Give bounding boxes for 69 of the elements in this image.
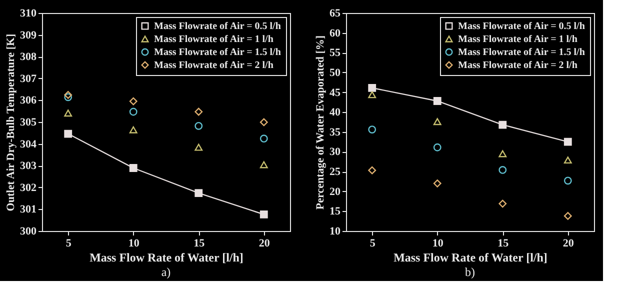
- y-tick-label: 310: [20, 8, 37, 20]
- point: [433, 143, 442, 152]
- y-tick-label: 300: [20, 226, 37, 238]
- y-tick-label: 303: [20, 160, 37, 172]
- y-tick-label: 55: [330, 47, 341, 60]
- y-tick-label: 309: [20, 29, 37, 42]
- text: b): [465, 265, 475, 279]
- point: [129, 108, 138, 116]
- y-tick-label: 15: [330, 206, 341, 218]
- x-tick-label: 5: [66, 238, 72, 250]
- point: [498, 200, 507, 208]
- legend-label: Mass Flowrate of Air = 0.5 l/h: [154, 21, 282, 32]
- y-axis-title: Percentage of Water Evaporated [%]: [314, 35, 326, 210]
- x-tick-label: 15: [498, 238, 510, 250]
- y-tick-label: 305: [20, 116, 37, 128]
- y-tick-label: 10: [330, 226, 341, 238]
- y-tick-label: 60: [330, 27, 341, 40]
- point: [64, 93, 72, 102]
- point: [194, 122, 203, 130]
- point: [564, 176, 572, 185]
- x-tick-label: 20: [258, 238, 270, 250]
- y-tick-label: 35: [330, 126, 341, 138]
- y-tick-label: 301: [20, 204, 36, 216]
- x-tick-label: 5: [370, 238, 376, 250]
- y-tick-label: 302: [20, 182, 37, 194]
- y-tick-label: 25: [330, 166, 341, 178]
- y-tick-label: 307: [20, 72, 37, 85]
- text: a): [161, 265, 171, 279]
- point: [129, 126, 138, 134]
- legend-label: Mass Flowrate of Air = 1.5 l/h: [458, 47, 586, 58]
- point: [64, 110, 72, 117]
- legend-label: Mass Flowrate of Air = 1.5 l/h: [154, 47, 282, 58]
- x-tick-label: 20: [562, 238, 574, 250]
- y-tick-label: 40: [330, 106, 341, 119]
- point: [564, 212, 572, 220]
- legend-label: Mass Flowrate of Air = 2 l/h: [458, 60, 578, 71]
- y-tick-label: 306: [20, 94, 37, 107]
- legend-label: Mass Flowrate of Air = 2 l/h: [154, 60, 274, 71]
- point: [498, 150, 507, 158]
- point: [260, 161, 268, 168]
- y-axis-title: Outlet Air Dry-Bulb Temperature [K]: [5, 34, 17, 212]
- point: [260, 134, 268, 143]
- point: [260, 118, 268, 126]
- x-axis-title: Mass Flow Rate of Water [l/h]: [394, 250, 548, 264]
- point: [194, 108, 203, 116]
- point: [368, 91, 376, 98]
- x-tick-label: 10: [432, 238, 444, 250]
- legend-label: Mass Flowrate of Air = 1 l/h: [154, 34, 274, 45]
- y-tick-label: 65: [330, 8, 341, 20]
- point: [433, 179, 442, 188]
- point: [368, 126, 376, 134]
- y-tick-label: 304: [20, 138, 37, 150]
- point: [368, 166, 376, 174]
- point: [129, 97, 138, 106]
- point: [194, 144, 203, 151]
- y-tick-label: 20: [330, 186, 341, 198]
- point: [564, 156, 572, 164]
- y-tick-label: 50: [330, 66, 341, 79]
- point: [433, 118, 442, 126]
- y-tick-label: 30: [330, 146, 341, 158]
- x-tick-label: 10: [128, 238, 140, 250]
- x-axis-title: Mass Flow Rate of Water [l/h]: [90, 250, 244, 264]
- x-tick-label: 15: [194, 238, 206, 250]
- legend-label: Mass Flowrate of Air = 1 l/h: [458, 34, 578, 45]
- y-tick-label: 45: [330, 86, 341, 99]
- point: [498, 166, 507, 174]
- point: [64, 91, 72, 99]
- legend-label: Mass Flowrate of Air = 0.5 l/h: [458, 21, 586, 32]
- y-tick-label: 308: [20, 51, 37, 64]
